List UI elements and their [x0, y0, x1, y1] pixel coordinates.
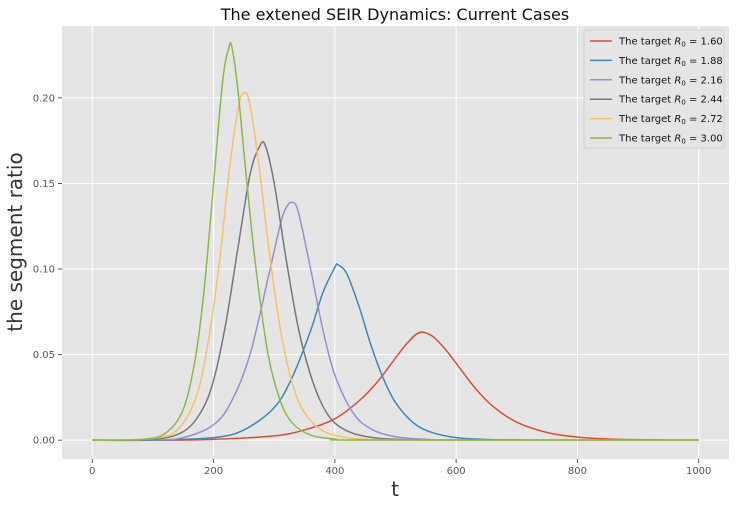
y-tick-label: 0.10 — [33, 265, 55, 276]
series-lines — [92, 41, 699, 442]
legend: The target R0 = 1.60 The target R0 = 1.88… — [583, 29, 725, 149]
x-axis-ticks: 0 200 400 600 800 1000 — [89, 459, 711, 477]
x-tick-label: 0 — [89, 466, 95, 477]
y-axis-label: the segment ratio — [3, 152, 27, 331]
legend-entry-label: The target R0 = 1.88 — [618, 56, 723, 68]
legend-box — [583, 29, 725, 149]
y-tick-label: 0.05 — [33, 350, 55, 361]
legend-entry-label: The target R0 = 3.00 — [618, 134, 723, 146]
x-tick-label: 600 — [447, 466, 466, 477]
series-line-r0-2-72 — [92, 91, 699, 441]
legend-entry-label: The target R0 = 2.44 — [618, 95, 723, 107]
legend-entry-label: The target R0 = 1.60 — [618, 37, 723, 49]
x-axis-label: t — [391, 477, 399, 501]
x-tick-label: 800 — [568, 466, 587, 477]
chart-title: The extened SEIR Dynamics: Current Cases — [220, 5, 569, 24]
y-tick-label: 0.15 — [33, 179, 55, 190]
y-axis-ticks: 0.00 0.05 0.10 0.15 0.20 — [33, 93, 62, 447]
x-tick-label: 200 — [204, 466, 223, 477]
series-line-r0-2-44 — [92, 141, 699, 441]
series-line-r0-1-60 — [92, 331, 699, 441]
legend-entry-label: The target R0 = 2.72 — [618, 114, 723, 126]
x-tick-label: 1000 — [686, 466, 711, 477]
x-tick-label: 400 — [325, 466, 344, 477]
legend-entry-label: The target R0 = 2.16 — [618, 75, 723, 87]
series-line-r0-3-00 — [92, 41, 699, 441]
y-tick-label: 0.00 — [33, 436, 55, 447]
y-tick-label: 0.20 — [33, 93, 55, 104]
